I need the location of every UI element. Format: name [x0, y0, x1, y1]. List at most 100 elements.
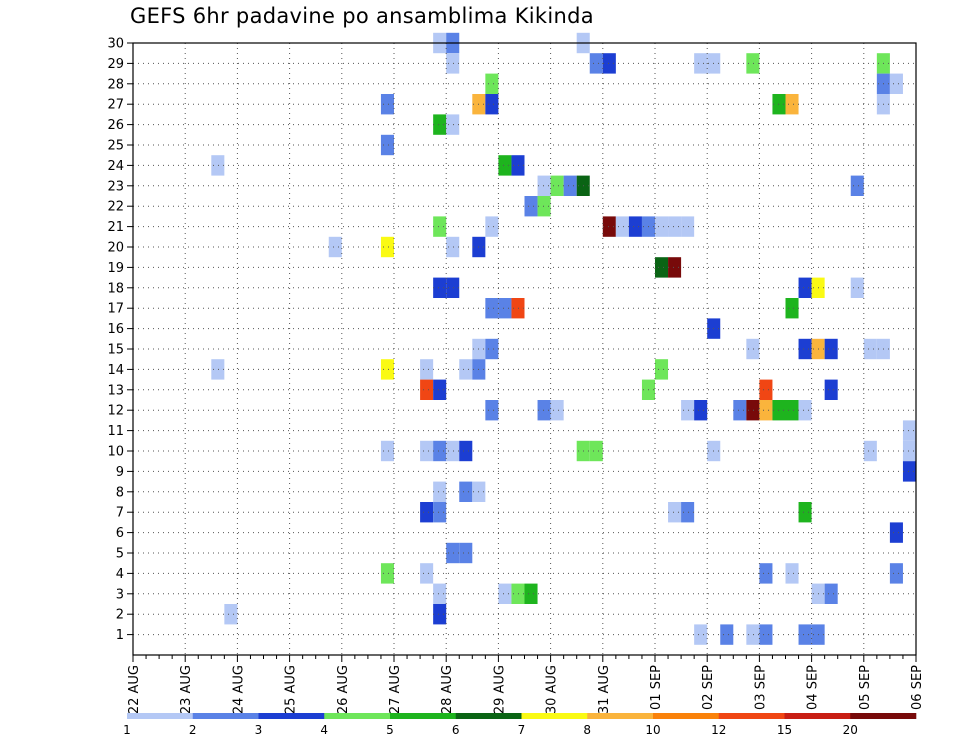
colorbar-swatch	[850, 713, 917, 719]
heatmap-cell	[694, 400, 708, 421]
y-tick-label: 28	[107, 77, 124, 92]
heatmap-cell	[902, 420, 916, 441]
heatmap-cell	[889, 522, 903, 543]
heatmap-cell	[420, 440, 434, 462]
x-tick-label: 22 AUG	[127, 665, 142, 714]
x-tick-label: 31 AUG	[597, 665, 612, 714]
heatmap-cell	[589, 440, 603, 462]
heatmap-cell	[863, 338, 877, 360]
heatmap-cell	[668, 216, 682, 237]
colorbar-label: 7	[518, 723, 526, 737]
heatmap-cell	[602, 216, 616, 237]
heatmap-cell	[420, 359, 434, 380]
y-tick-label: 17	[107, 302, 124, 317]
heatmap-cell	[420, 563, 434, 584]
y-tick-label: 30	[107, 37, 124, 52]
heatmap-cell	[224, 604, 238, 625]
x-tick-label: 03 SEP	[753, 665, 768, 710]
heatmap-cell	[498, 583, 512, 604]
heatmap-cell	[433, 114, 447, 135]
y-tick-label: 19	[107, 261, 124, 276]
colorbar-label: 2	[189, 723, 197, 737]
heatmap-cell	[668, 257, 682, 278]
heatmap-cell	[850, 175, 864, 196]
heatmap-cell	[459, 542, 473, 564]
colorbar-label: 5	[386, 723, 394, 737]
heatmap-cell	[433, 440, 447, 462]
heatmap-cell	[433, 481, 447, 502]
heatmap-cell	[524, 196, 538, 217]
heatmap-cell	[380, 359, 394, 380]
heatmap-cell	[446, 114, 460, 135]
heatmap-cell	[446, 53, 460, 74]
heatmap-cell	[798, 624, 812, 645]
y-tick-label: 22	[107, 200, 124, 215]
y-tick-label: 6	[116, 526, 124, 541]
colorbar-legend: 1 2 3 4 5 6 7 8 10 12 15 20	[123, 713, 917, 737]
y-tick-label: 25	[107, 139, 124, 154]
heatmap-cell	[485, 400, 499, 421]
heatmap-cell	[850, 277, 864, 298]
heatmap-cell	[615, 216, 629, 237]
y-tick-label: 14	[107, 363, 124, 378]
colorbar-label: 12	[711, 723, 726, 737]
heatmap-cell	[759, 624, 773, 645]
heatmap-cell	[459, 440, 473, 462]
heatmap-cell	[746, 400, 760, 421]
heatmap-cell	[824, 338, 838, 360]
heatmap-cell	[433, 502, 447, 523]
x-tick-label: 06 SEP	[910, 665, 925, 710]
x-axis: 22 AUG 23 AUG 24 AUG 25 AUG 26 AUG 27 AUG 28 A…	[127, 655, 925, 714]
heatmap-cell	[602, 53, 616, 74]
heatmap-cell	[498, 298, 512, 319]
heatmap-cell	[550, 400, 564, 421]
heatmap-cell	[485, 73, 499, 94]
heatmap-cell	[785, 400, 799, 421]
heatmap-cell	[889, 563, 903, 584]
colorbar-label: 6	[452, 723, 460, 737]
heatmap-cell	[746, 624, 760, 645]
heatmap-cell	[798, 277, 812, 298]
colorbar-label: 20	[843, 723, 858, 737]
x-tick-label: 30 AUG	[545, 665, 560, 714]
colorbar-label: 10	[645, 723, 660, 737]
x-tick-label: 24 AUG	[231, 665, 246, 714]
x-tick-label: 05 SEP	[858, 665, 873, 710]
y-tick-label: 4	[116, 567, 124, 582]
heatmap-cell	[211, 155, 225, 176]
y-tick-label: 16	[107, 322, 124, 337]
y-tick-label: 26	[107, 118, 124, 133]
heatmap-cell	[498, 155, 512, 176]
colorbar-swatch	[127, 713, 194, 719]
heatmap-cell	[550, 175, 564, 196]
heatmap-cell	[785, 94, 799, 115]
heatmap-cell	[759, 379, 773, 400]
heatmap-cell	[655, 216, 669, 237]
heatmap-cell	[720, 624, 734, 645]
y-tick-label: 13	[107, 383, 124, 398]
y-tick-label: 10	[107, 445, 124, 460]
heatmap-cell	[655, 359, 669, 380]
heatmap-cell	[433, 583, 447, 604]
colorbar-swatch	[455, 713, 522, 719]
chart-title: GEFS 6hr padavine po ansamblima Kikinda	[130, 4, 594, 28]
heatmap-cell	[511, 298, 525, 319]
heatmap-cell	[655, 257, 669, 278]
y-tick-label: 11	[107, 424, 124, 439]
heatmap-cell	[798, 502, 812, 523]
heatmap-cell	[889, 73, 903, 94]
x-tick-label: 04 SEP	[806, 665, 821, 710]
x-tick-label: 26 AUG	[336, 665, 351, 714]
heatmap-cell	[485, 338, 499, 360]
colorbar-swatch	[324, 713, 391, 719]
y-tick-label: 7	[116, 506, 124, 521]
y-tick-label: 18	[107, 281, 124, 296]
heatmap-cell	[446, 236, 460, 258]
heatmap-cell	[380, 134, 394, 156]
heatmap-cell	[433, 379, 447, 400]
x-tick-label: 29 AUG	[492, 665, 507, 714]
heatmap-cell	[485, 298, 499, 319]
heatmap-cell	[681, 400, 695, 421]
heatmap-cell	[863, 440, 877, 462]
